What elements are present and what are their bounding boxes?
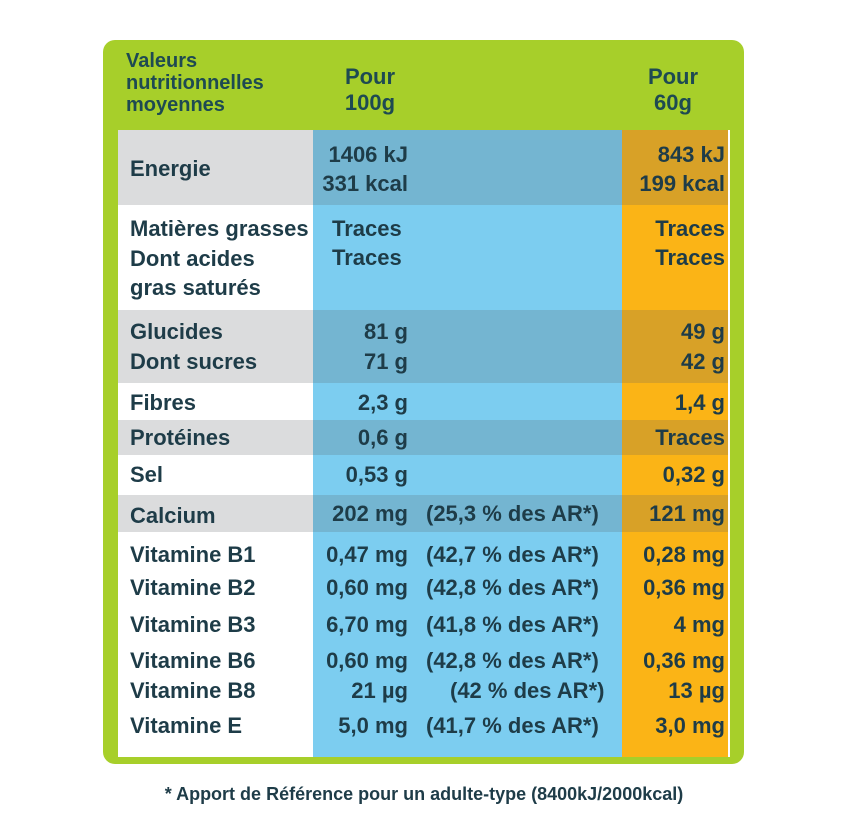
- value-100g: 0,47 mg: [326, 542, 408, 567]
- row-shade-energie: [118, 130, 728, 205]
- header-title-line: moyennes: [126, 94, 225, 116]
- value-100g: 0,53 g: [345, 462, 408, 487]
- header-col-60g-line: Pour: [647, 64, 699, 89]
- row-shade-proteines: [118, 420, 728, 455]
- reference-intake: (42 % des AR*): [450, 678, 605, 703]
- row-label: Vitamine E: [130, 713, 243, 738]
- footnote: * Apport de Référence pour un adulte-typ…: [164, 784, 684, 804]
- per-60g-column-bg: [622, 130, 728, 757]
- value-60g: 3,0 mg: [655, 713, 725, 738]
- value-100g: Traces: [332, 216, 402, 241]
- row-label: Vitamine B8: [130, 678, 256, 703]
- value-60g: 199 kcal: [639, 171, 725, 196]
- value-60g: 49 g: [680, 319, 725, 344]
- reference-intake: (42,8 % des AR*): [426, 648, 599, 673]
- reference-intake: (42,7 % des AR*): [426, 542, 599, 567]
- reference-intake: (41,7 % des AR*): [426, 713, 599, 738]
- value-100g: 71 g: [363, 349, 408, 374]
- header-title: Valeurs nutritionnelles moyennes: [126, 50, 264, 116]
- value-100g: 6,70 mg: [326, 612, 408, 637]
- value-100g: 331 kcal: [322, 171, 408, 196]
- row-label: Vitamine B1: [130, 542, 256, 567]
- row-label: Fibres: [130, 390, 197, 415]
- value-100g: 2,3 g: [357, 390, 408, 415]
- row-label: gras saturés: [130, 275, 261, 300]
- value-60g: 1,4 g: [674, 390, 725, 415]
- row-label: Sel: [130, 462, 164, 487]
- value-100g: 0,60 mg: [326, 575, 408, 600]
- header-col-100g-line: Pour: [344, 64, 396, 89]
- row-label: Dont sucres: [130, 349, 258, 374]
- value-100g: 0,60 mg: [326, 648, 408, 673]
- header-col-60g: Pour 60g: [646, 64, 700, 116]
- value-60g: 0,32 g: [662, 462, 725, 487]
- row-label: Vitamine B2: [130, 575, 256, 600]
- row-label: Glucides: [130, 319, 223, 344]
- header-col-60g-line: 60g: [654, 90, 692, 115]
- header-title-line: nutritionnelles: [126, 72, 264, 94]
- row-label: Dont acides: [130, 246, 255, 271]
- value-100g: 202 mg: [332, 501, 408, 526]
- reference-intake: (42,8 % des AR*): [426, 575, 599, 600]
- row-label: Vitamine B6: [130, 648, 256, 673]
- row-label: Protéines: [130, 425, 231, 450]
- header-col-100g-line: 100g: [344, 90, 396, 115]
- row-shade-glucides: [118, 310, 728, 383]
- value-100g: 21 µg: [351, 678, 408, 703]
- value-60g: 0,36 mg: [643, 575, 725, 600]
- row-label: Energie: [130, 156, 211, 181]
- value-60g: 0,28 mg: [643, 542, 725, 567]
- value-60g: 13 µg: [668, 678, 725, 703]
- row-shade-calcium: [118, 495, 728, 532]
- value-60g: 42 g: [680, 349, 725, 374]
- row-label: Calcium: [130, 503, 216, 528]
- value-60g: 121 mg: [649, 501, 725, 526]
- value-60g: 0,36 mg: [643, 648, 725, 673]
- header-title-line: Valeurs: [126, 50, 198, 72]
- value-60g: Traces: [655, 245, 725, 270]
- value-100g: 1406 kJ: [328, 142, 408, 167]
- reference-intake: (41,8 % des AR*): [426, 612, 599, 637]
- value-60g: Traces: [655, 216, 725, 241]
- row-label: Matières grasses: [130, 216, 309, 241]
- value-100g: Traces: [332, 245, 402, 270]
- reference-intake: (25,3 % des AR*): [426, 501, 599, 526]
- per-100g-column-bg: [313, 130, 622, 757]
- value-100g: 81 g: [363, 319, 408, 344]
- header-col-100g: Pour 100g: [340, 64, 400, 116]
- row-label: Vitamine B3: [130, 612, 256, 637]
- value-60g: 4 mg: [673, 612, 725, 637]
- value-60g: 843 kJ: [657, 142, 725, 167]
- value-100g: 0,6 g: [357, 425, 408, 450]
- value-100g: 5,0 mg: [338, 713, 408, 738]
- value-60g: Traces: [655, 425, 725, 450]
